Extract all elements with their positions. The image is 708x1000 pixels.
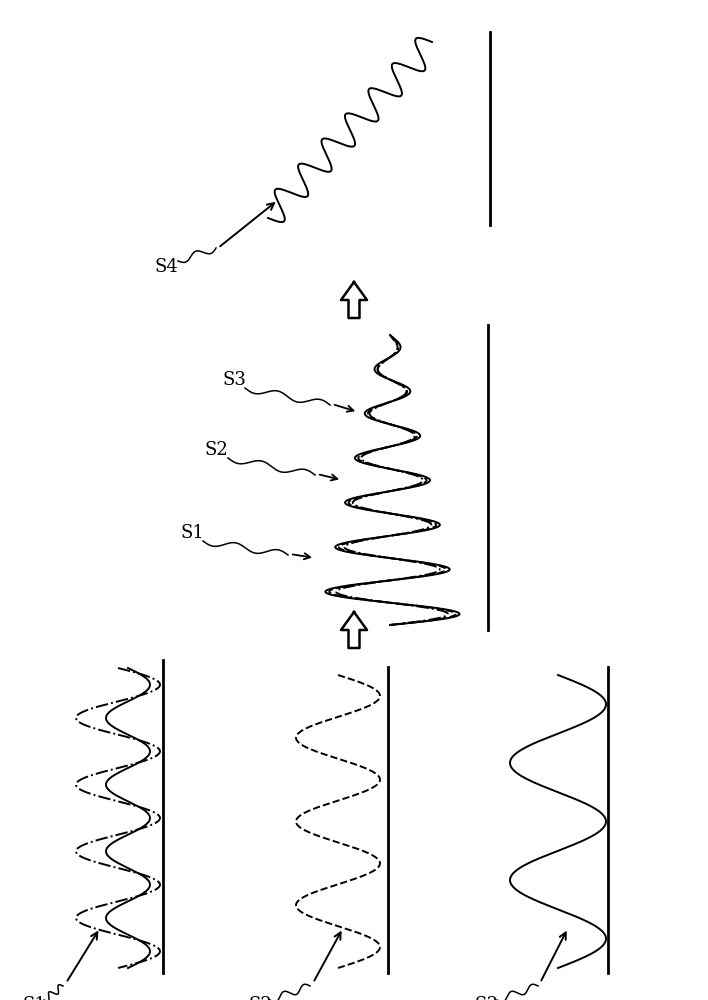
Text: S3: S3 (222, 371, 246, 389)
Text: S1: S1 (180, 524, 204, 542)
Text: S2: S2 (248, 996, 272, 1000)
Text: S4: S4 (155, 258, 178, 276)
Text: S2: S2 (205, 441, 229, 459)
Text: S1: S1 (22, 996, 46, 1000)
Text: S3: S3 (475, 996, 499, 1000)
